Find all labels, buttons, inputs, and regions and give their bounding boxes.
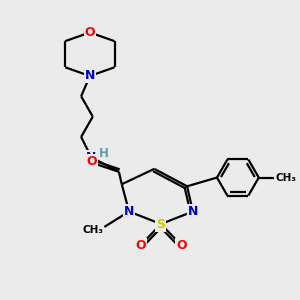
Text: S: S: [157, 218, 166, 230]
Text: N: N: [86, 151, 97, 164]
Text: O: O: [86, 155, 97, 168]
Text: N: N: [124, 205, 134, 218]
Text: O: O: [85, 26, 95, 39]
Text: CH₃: CH₃: [276, 172, 297, 183]
Text: N: N: [85, 70, 95, 83]
Text: O: O: [176, 239, 187, 252]
Text: H: H: [99, 147, 109, 160]
Text: N: N: [188, 205, 198, 218]
Text: CH₃: CH₃: [83, 225, 104, 236]
Text: O: O: [135, 239, 146, 252]
